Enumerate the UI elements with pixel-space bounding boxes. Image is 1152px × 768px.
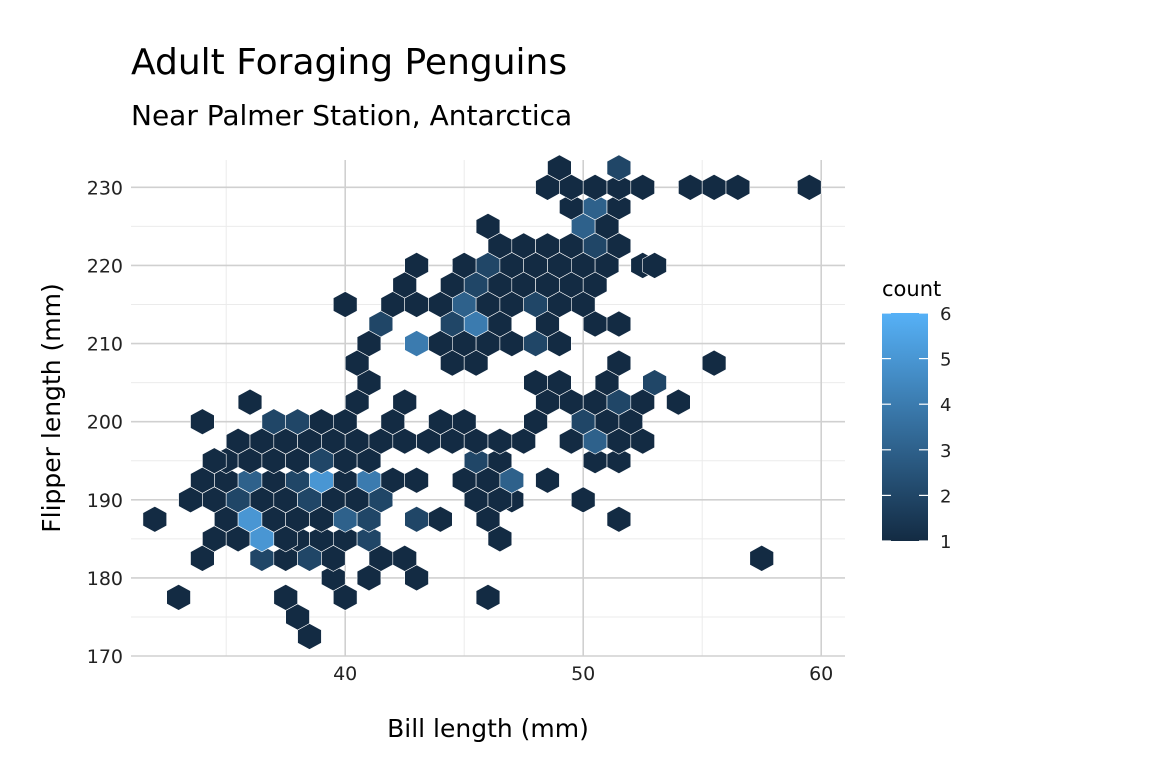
x-tick-label: 50 [571, 663, 595, 685]
hex-cell [606, 349, 632, 377]
hex-cell [797, 173, 822, 201]
hex-cell [475, 213, 501, 240]
hex-cell [404, 466, 429, 494]
hex-cell [666, 388, 691, 416]
y-tick-label: 200 [87, 412, 123, 434]
legend-tick-label: 4 [940, 395, 951, 416]
hex-cell [535, 466, 560, 494]
hex-cell [392, 544, 417, 572]
hex-cell [701, 173, 727, 201]
legend-tick-label: 2 [940, 486, 951, 507]
hex-cell [321, 564, 346, 592]
x-tick-label: 40 [333, 663, 357, 685]
x-tick-label: 60 [809, 663, 833, 685]
hex-cell [142, 505, 167, 533]
legend-tick-label: 5 [940, 350, 951, 371]
hex-cell [475, 584, 501, 611]
hex-cell [642, 252, 667, 279]
hex-cell [404, 252, 429, 279]
hex-cell [404, 330, 429, 357]
chart-title: Adult Foraging Penguins [131, 42, 568, 83]
y-tick-label: 170 [87, 646, 123, 668]
hex-cell [678, 173, 703, 201]
y-tick-label: 230 [87, 177, 123, 199]
hex-cell [749, 544, 774, 572]
hex-cell [701, 349, 727, 377]
hex-cell [606, 447, 632, 475]
hex-cell [404, 505, 429, 533]
hex-cell [606, 193, 632, 221]
hex-cell [428, 505, 453, 533]
y-tick-label: 190 [87, 490, 123, 512]
hex-cell [642, 369, 667, 396]
hex-cell [487, 447, 513, 475]
legend-tick-label: 6 [940, 304, 951, 325]
legend-tick-label: 3 [940, 441, 951, 462]
legend-title: count [882, 277, 941, 301]
axes: 40 50 60 170 180 190 200 210 220 230 Bill length (… [37, 177, 833, 743]
y-tick-label: 210 [87, 334, 123, 356]
y-tick-label: 180 [87, 568, 123, 590]
hex-cell [547, 154, 572, 182]
legend-tick-label: 1 [940, 532, 951, 553]
y-axis-label: Flipper length (mm) [37, 283, 66, 532]
hex-cell [190, 408, 215, 436]
hex-cells [142, 154, 822, 650]
hex-cell [356, 525, 382, 553]
hex-cell [237, 388, 263, 416]
x-axis-label: Bill length (mm) [387, 714, 589, 743]
hex-cell [547, 369, 572, 396]
hex-cell [392, 388, 417, 416]
legend: count 1 2 3 4 5 6 [882, 277, 951, 553]
hex-cell [582, 173, 608, 201]
hex-cell [487, 427, 513, 455]
hex-cell [606, 310, 632, 338]
hex-cell [570, 486, 596, 514]
hex-cell [166, 584, 191, 611]
hex-cell [332, 291, 358, 318]
chart-subtitle: Near Palmer Station, Antarctica [131, 99, 573, 132]
legend-colorbar [882, 313, 928, 541]
hex-cell [606, 505, 632, 533]
hex-cell [202, 447, 227, 475]
hex-cell [630, 173, 655, 201]
hex-cell [606, 154, 632, 182]
hex-cell [273, 584, 298, 611]
hex-cell [725, 173, 751, 201]
hex-cell [451, 408, 477, 436]
y-tick-label: 220 [87, 255, 123, 277]
